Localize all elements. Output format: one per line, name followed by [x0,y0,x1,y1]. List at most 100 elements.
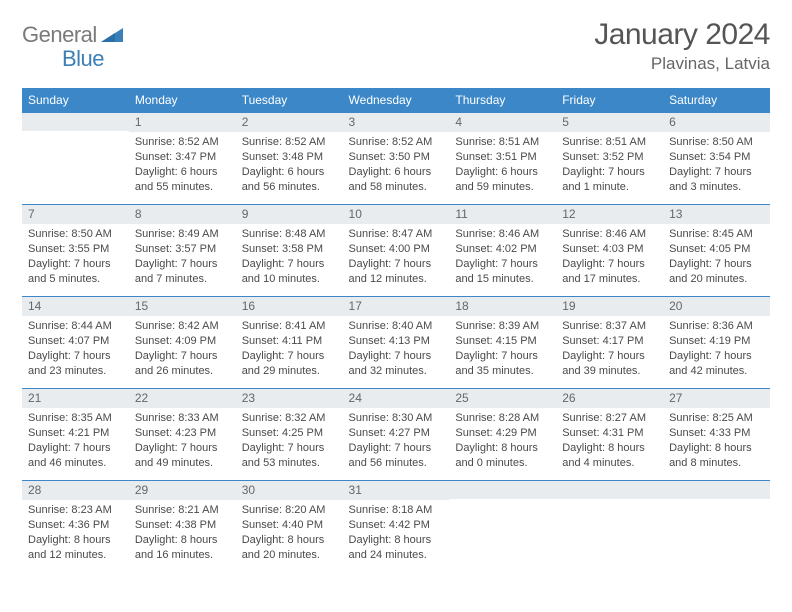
calendar-day-cell [663,480,770,572]
day-number: 1 [129,113,236,132]
day-details: Sunrise: 8:28 AMSunset: 4:29 PMDaylight:… [449,408,556,476]
logo-triangle-icon [101,24,123,47]
weekday-header: Wednesday [343,88,450,112]
sunrise-text: Sunrise: 8:49 AM [135,227,230,242]
calendar-day-cell: 5Sunrise: 8:51 AMSunset: 3:52 PMDaylight… [556,112,663,204]
daylight-text: Daylight: 8 hours and 20 minutes. [242,533,337,563]
calendar-day-cell: 25Sunrise: 8:28 AMSunset: 4:29 PMDayligh… [449,388,556,480]
day-details: Sunrise: 8:20 AMSunset: 4:40 PMDaylight:… [236,500,343,568]
daylight-text: Daylight: 7 hours and 29 minutes. [242,349,337,379]
day-details: Sunrise: 8:47 AMSunset: 4:00 PMDaylight:… [343,224,450,292]
day-details: Sunrise: 8:46 AMSunset: 4:03 PMDaylight:… [556,224,663,292]
daylight-text: Daylight: 6 hours and 59 minutes. [455,165,550,195]
sunrise-text: Sunrise: 8:36 AM [669,319,764,334]
sunset-text: Sunset: 4:31 PM [562,426,657,441]
daylight-text: Daylight: 8 hours and 0 minutes. [455,441,550,471]
sunrise-text: Sunrise: 8:32 AM [242,411,337,426]
daylight-text: Daylight: 7 hours and 3 minutes. [669,165,764,195]
calendar-day-cell: 16Sunrise: 8:41 AMSunset: 4:11 PMDayligh… [236,296,343,388]
sunset-text: Sunset: 4:00 PM [349,242,444,257]
calendar-day-cell: 4Sunrise: 8:51 AMSunset: 3:51 PMDaylight… [449,112,556,204]
day-details: Sunrise: 8:39 AMSunset: 4:15 PMDaylight:… [449,316,556,384]
day-details: Sunrise: 8:18 AMSunset: 4:42 PMDaylight:… [343,500,450,568]
sunset-text: Sunset: 4:27 PM [349,426,444,441]
weekday-header: Sunday [22,88,129,112]
calendar-day-cell [449,480,556,572]
sunrise-text: Sunrise: 8:45 AM [669,227,764,242]
day-details: Sunrise: 8:51 AMSunset: 3:52 PMDaylight:… [556,132,663,200]
day-details: Sunrise: 8:52 AMSunset: 3:47 PMDaylight:… [129,132,236,200]
sunset-text: Sunset: 4:03 PM [562,242,657,257]
sunset-text: Sunset: 4:05 PM [669,242,764,257]
day-number: 20 [663,297,770,316]
sunset-text: Sunset: 4:21 PM [28,426,123,441]
day-number: 2 [236,113,343,132]
day-number: 24 [343,389,450,408]
daylight-text: Daylight: 8 hours and 16 minutes. [135,533,230,563]
logo-word-blue: Blue [62,46,104,71]
day-details: Sunrise: 8:42 AMSunset: 4:09 PMDaylight:… [129,316,236,384]
day-details: Sunrise: 8:51 AMSunset: 3:51 PMDaylight:… [449,132,556,200]
calendar-day-cell [556,480,663,572]
calendar-day-cell: 22Sunrise: 8:33 AMSunset: 4:23 PMDayligh… [129,388,236,480]
day-number [449,481,556,499]
sunset-text: Sunset: 4:29 PM [455,426,550,441]
day-details: Sunrise: 8:33 AMSunset: 4:23 PMDaylight:… [129,408,236,476]
calendar-day-cell: 13Sunrise: 8:45 AMSunset: 4:05 PMDayligh… [663,204,770,296]
calendar-day-cell: 23Sunrise: 8:32 AMSunset: 4:25 PMDayligh… [236,388,343,480]
day-number: 16 [236,297,343,316]
sunset-text: Sunset: 4:09 PM [135,334,230,349]
day-details: Sunrise: 8:25 AMSunset: 4:33 PMDaylight:… [663,408,770,476]
sunset-text: Sunset: 4:36 PM [28,518,123,533]
sunrise-text: Sunrise: 8:44 AM [28,319,123,334]
sunrise-text: Sunrise: 8:50 AM [669,135,764,150]
calendar-day-cell: 19Sunrise: 8:37 AMSunset: 4:17 PMDayligh… [556,296,663,388]
daylight-text: Daylight: 7 hours and 10 minutes. [242,257,337,287]
day-number: 26 [556,389,663,408]
sunrise-text: Sunrise: 8:21 AM [135,503,230,518]
sunrise-text: Sunrise: 8:52 AM [349,135,444,150]
sunrise-text: Sunrise: 8:23 AM [28,503,123,518]
daylight-text: Daylight: 7 hours and 39 minutes. [562,349,657,379]
calendar-day-cell: 15Sunrise: 8:42 AMSunset: 4:09 PMDayligh… [129,296,236,388]
calendar-day-cell: 24Sunrise: 8:30 AMSunset: 4:27 PMDayligh… [343,388,450,480]
day-number: 8 [129,205,236,224]
sunset-text: Sunset: 3:50 PM [349,150,444,165]
daylight-text: Daylight: 7 hours and 12 minutes. [349,257,444,287]
sunset-text: Sunset: 4:07 PM [28,334,123,349]
calendar-day-cell: 31Sunrise: 8:18 AMSunset: 4:42 PMDayligh… [343,480,450,572]
daylight-text: Daylight: 7 hours and 7 minutes. [135,257,230,287]
daylight-text: Daylight: 8 hours and 12 minutes. [28,533,123,563]
sunset-text: Sunset: 3:54 PM [669,150,764,165]
sunrise-text: Sunrise: 8:40 AM [349,319,444,334]
sunrise-text: Sunrise: 8:28 AM [455,411,550,426]
day-number: 4 [449,113,556,132]
sunrise-text: Sunrise: 8:42 AM [135,319,230,334]
calendar-day-cell: 29Sunrise: 8:21 AMSunset: 4:38 PMDayligh… [129,480,236,572]
location-label: Plavinas, Latvia [594,54,770,74]
daylight-text: Daylight: 7 hours and 5 minutes. [28,257,123,287]
day-number: 19 [556,297,663,316]
sunrise-text: Sunrise: 8:35 AM [28,411,123,426]
calendar-week-row: 7Sunrise: 8:50 AMSunset: 3:55 PMDaylight… [22,204,770,296]
day-details: Sunrise: 8:50 AMSunset: 3:55 PMDaylight:… [22,224,129,292]
day-details: Sunrise: 8:46 AMSunset: 4:02 PMDaylight:… [449,224,556,292]
sunset-text: Sunset: 4:19 PM [669,334,764,349]
calendar-table: Sunday Monday Tuesday Wednesday Thursday… [22,88,770,572]
calendar-day-cell: 21Sunrise: 8:35 AMSunset: 4:21 PMDayligh… [22,388,129,480]
day-number: 7 [22,205,129,224]
sunrise-text: Sunrise: 8:48 AM [242,227,337,242]
day-number [663,481,770,499]
calendar-week-row: 14Sunrise: 8:44 AMSunset: 4:07 PMDayligh… [22,296,770,388]
calendar-day-cell: 3Sunrise: 8:52 AMSunset: 3:50 PMDaylight… [343,112,450,204]
sunset-text: Sunset: 4:40 PM [242,518,337,533]
sunrise-text: Sunrise: 8:51 AM [562,135,657,150]
logo: General [22,18,125,48]
calendar-day-cell: 7Sunrise: 8:50 AMSunset: 3:55 PMDaylight… [22,204,129,296]
day-number: 15 [129,297,236,316]
day-number: 17 [343,297,450,316]
sunrise-text: Sunrise: 8:39 AM [455,319,550,334]
title-block: January 2024 Plavinas, Latvia [594,18,770,74]
day-details: Sunrise: 8:52 AMSunset: 3:48 PMDaylight:… [236,132,343,200]
calendar-day-cell: 12Sunrise: 8:46 AMSunset: 4:03 PMDayligh… [556,204,663,296]
